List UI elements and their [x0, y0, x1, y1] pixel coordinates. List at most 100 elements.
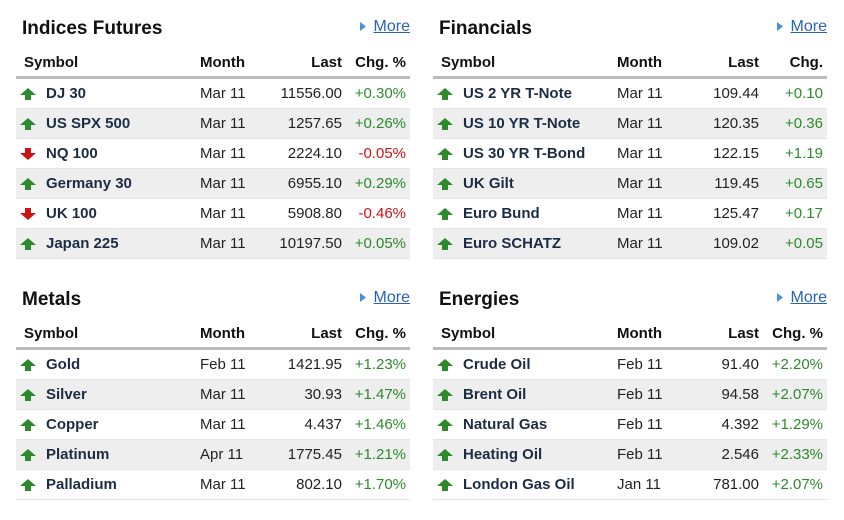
month: Feb 11 [617, 348, 679, 380]
month: Feb 11 [617, 439, 679, 470]
last-price: 119.45 [679, 168, 759, 199]
quote-row: Brent Oil Feb 11 94.58 +2.07% [433, 379, 827, 410]
month: Mar 11 [617, 138, 679, 169]
symbol: UK Gilt [463, 175, 514, 192]
more-text[interactable]: More [790, 289, 827, 306]
column-header: Chg. % [759, 319, 827, 350]
symbol: Natural Gas [463, 416, 548, 433]
table-body: Gold Feb 11 1421.95 +1.23% Silver Mar 11 30.93… [16, 348, 410, 500]
change: -0.46% [342, 198, 410, 229]
symbol-cell: US SPX 500 [16, 108, 200, 139]
month: Apr 11 [200, 439, 262, 470]
last-price: 122.15 [679, 138, 759, 169]
month: Mar 11 [617, 77, 679, 109]
symbol: Palladium [46, 476, 117, 493]
column-header: Symbol [16, 48, 200, 79]
symbol-cell: Gold [16, 348, 200, 380]
change: -0.05% [342, 138, 410, 169]
table-head: Symbol Month Last Chg. % [16, 319, 410, 350]
change: +2.33% [759, 439, 827, 470]
quote-row: Euro SCHATZ Mar 11 109.02 +0.05 [433, 228, 827, 259]
more-link[interactable]: More [776, 18, 827, 36]
symbol-cell: US 30 YR T-Bond [433, 138, 617, 169]
month: Mar 11 [617, 168, 679, 199]
symbol: Crude Oil [463, 356, 531, 373]
column-header: Chg. % [342, 48, 410, 79]
table-body: US 2 YR T-Note Mar 11 109.44 +0.10 US 10 YR … [433, 77, 827, 259]
symbol: Euro Bund [463, 205, 540, 222]
column-header: Last [679, 48, 759, 79]
symbol: Silver [46, 386, 87, 403]
up-arrow [20, 88, 36, 101]
last-price: 109.02 [679, 228, 759, 259]
column-header: Last [262, 48, 342, 79]
up-arrow [20, 479, 36, 492]
up-arrow [437, 479, 453, 492]
symbol-cell: US 10 YR T-Note [433, 108, 617, 139]
header-row: Symbol Month Last Chg. [433, 48, 827, 79]
symbol-cell: Heating Oil [433, 439, 617, 470]
up-arrow [20, 238, 36, 251]
quote-table: Symbol Month Last Chg. % Gold Feb 11 1421.95 +1… [16, 319, 410, 500]
up-arrow [437, 449, 453, 462]
month: Mar 11 [200, 409, 262, 440]
more-text[interactable]: More [373, 289, 410, 306]
last-price: 91.40 [679, 348, 759, 380]
up-arrow [437, 178, 453, 191]
quote-row: Euro Bund Mar 11 125.47 +0.17 [433, 198, 827, 229]
column-header: Chg. [759, 48, 827, 79]
month: Mar 11 [200, 469, 262, 500]
up-arrow [20, 359, 36, 372]
last-price: 2224.10 [262, 138, 342, 169]
change: +2.07% [759, 379, 827, 410]
up-arrow [437, 148, 453, 161]
last-price: 5908.80 [262, 198, 342, 229]
symbol: Euro SCHATZ [463, 235, 562, 252]
more-link[interactable]: More [776, 289, 827, 307]
column-header: Symbol [433, 48, 617, 79]
symbol-cell: US 2 YR T-Note [433, 77, 617, 109]
more-icon [776, 293, 783, 303]
column-header: Last [679, 319, 759, 350]
more-text[interactable]: More [790, 18, 827, 35]
quote-table: Symbol Month Last Chg. % Crude Oil Feb 11 91.4… [433, 319, 827, 500]
quote-row: US 2 YR T-Note Mar 11 109.44 +0.10 [433, 77, 827, 109]
last-price: 1775.45 [262, 439, 342, 470]
month: Mar 11 [200, 108, 262, 139]
up-arrow [20, 178, 36, 191]
up-arrow [437, 88, 453, 101]
change: +0.10 [759, 77, 827, 109]
table-body: DJ 30 Mar 11 11556.00 +0.30% US SPX 500 Mar 1… [16, 77, 410, 259]
quote-row: London Gas Oil Jan 11 781.00 +2.07% [433, 469, 827, 500]
change: +0.05% [342, 228, 410, 259]
more-link[interactable]: More [359, 18, 410, 36]
change: +0.30% [342, 77, 410, 109]
last-price: 2.546 [679, 439, 759, 470]
panel-title: Financials [439, 18, 532, 39]
last-price: 109.44 [679, 77, 759, 109]
quote-row: Palladium Mar 11 802.10 +1.70% [16, 469, 410, 500]
change: +0.05 [759, 228, 827, 259]
more-link[interactable]: More [359, 289, 410, 307]
last-price: 802.10 [262, 469, 342, 500]
header-row: Symbol Month Last Chg. % [16, 48, 410, 79]
month: Mar 11 [200, 77, 262, 109]
last-price: 4.392 [679, 409, 759, 440]
quote-row: Silver Mar 11 30.93 +1.47% [16, 379, 410, 410]
column-header: Month [200, 319, 262, 350]
more-icon [359, 22, 366, 32]
quote-row: Crude Oil Feb 11 91.40 +2.20% [433, 348, 827, 380]
month: Mar 11 [617, 198, 679, 229]
last-price: 1421.95 [262, 348, 342, 380]
more-text[interactable]: More [373, 18, 410, 35]
quote-row: NQ 100 Mar 11 2224.10 -0.05% [16, 138, 410, 169]
month: Feb 11 [617, 409, 679, 440]
quote-row: Japan 225 Mar 11 10197.50 +0.05% [16, 228, 410, 259]
quote-table: Symbol Month Last Chg. % DJ 30 Mar 11 11556.00… [16, 48, 410, 259]
symbol: NQ 100 [46, 145, 98, 162]
up-arrow [20, 419, 36, 432]
last-price: 4.437 [262, 409, 342, 440]
last-price: 1257.65 [262, 108, 342, 139]
symbol-cell: Euro Bund [433, 198, 617, 229]
month: Jan 11 [617, 469, 679, 500]
